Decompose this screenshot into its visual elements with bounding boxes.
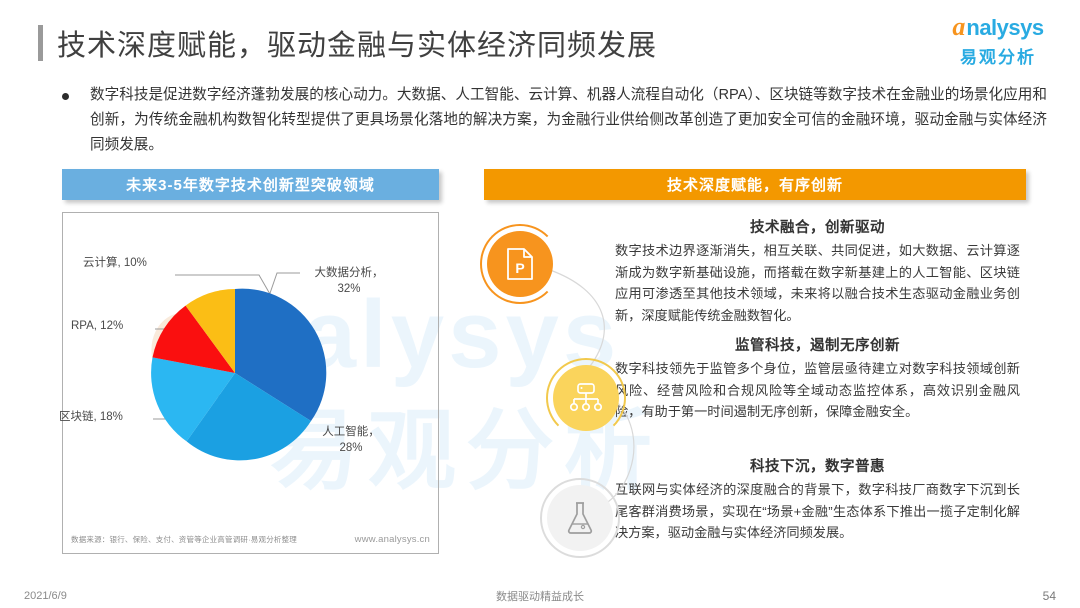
section-2-body: 数字科技领先于监管多个身位，监管层亟待建立对数字科技领域创新风险、经营风险和合规…	[615, 361, 1020, 419]
section-block-1: 技术融合，创新驱动 数字技术边界逐渐消失，相互关联、共同促进，如大数据、云计算逐…	[615, 216, 1020, 326]
pie-label-blockchain: 区块链, 18%	[59, 411, 123, 423]
chart-source-url: www.analysys.cn	[354, 534, 430, 545]
flask-glyph	[567, 502, 593, 534]
section-block-2: 监管科技，遏制无序创新 数字科技领先于监管多个身位，监管层亟待建立对数字科技领域…	[615, 334, 1020, 423]
page-title: 技术深度赋能，驱动金融与实体经济同频发展	[57, 30, 658, 62]
section-block-3: 科技下沉，数字普惠 互联网与实体经济的深度融合的背景下，数字科技厂商数字下沉到长…	[615, 455, 1020, 544]
section-3-heading: 科技下沉，数字普惠	[750, 459, 885, 475]
pie-label-ai: 人工智能， 28%	[322, 426, 380, 454]
bullet-dot-icon	[62, 93, 69, 100]
pie-slice-rpa	[152, 305, 235, 373]
icon-3-disc	[547, 485, 613, 551]
pie-chart-svg	[151, 272, 327, 461]
logo-name-cn: 易观分析	[960, 48, 1036, 67]
svg-text:P: P	[515, 260, 524, 276]
chart-source-note: 数据来源：银行、保险、支付、资管等企业高管调研·易观分析整理	[71, 535, 297, 544]
section-header-right: 技术深度赋能，有序创新	[484, 169, 1026, 200]
flask-icon	[540, 478, 620, 558]
analysys-logo: a nalysys 易观分析	[938, 14, 1058, 68]
pie-label-rpa: RPA, 12%	[71, 320, 124, 332]
pie-label-bigdata: 大数据分析， 32%	[314, 267, 384, 295]
pie-chart	[63, 213, 440, 555]
section-2-heading: 监管科技，遏制无序创新	[735, 338, 900, 354]
intro-bullet-text: 数字科技是促进数字经济蓬勃发展的核心动力。大数据、人工智能、云计算、机器人流程自…	[90, 87, 1047, 153]
icon-1-ring	[480, 224, 560, 304]
sitemap-glyph	[569, 383, 603, 412]
section-1-body: 数字技术边界逐渐消失，相互关联、共同促进，如大数据、云计算逐渐成为数字新基础设施…	[615, 243, 1020, 323]
leader-line-bigdata	[267, 272, 300, 300]
document-p-glyph: P	[507, 248, 533, 280]
pie-slice-blockchain	[151, 357, 235, 442]
section-3-body: 互联网与实体经济的深度融合的背景下，数字科技厂商数字下沉到长尾客群消费场景，实现…	[615, 482, 1020, 540]
page-header: 技术深度赋能，驱动金融与实体经济同频发展	[38, 22, 657, 64]
title-accent-bar	[38, 25, 43, 61]
sitemap-icon	[546, 358, 626, 438]
logo-mark-glyph: a	[952, 12, 966, 41]
section-header-left: 未来3-5年数字技术创新型突破领域	[62, 169, 439, 200]
chart-source-row: 数据来源：银行、保险、支付、资管等企业高管调研·易观分析整理 www.analy…	[71, 534, 430, 545]
pie-slice-bigdata	[235, 288, 327, 421]
footer-page-number: 54	[1042, 589, 1056, 603]
intro-bullet: 数字科技是促进数字经济蓬勃发展的核心动力。大数据、人工智能、云计算、机器人流程自…	[62, 83, 1047, 158]
logo-name-en: nalysys	[966, 15, 1044, 40]
icon-3-ring	[540, 478, 620, 558]
pie-slice-ai	[186, 373, 311, 461]
document-p-icon: P	[480, 224, 560, 304]
connector-1-2	[549, 269, 605, 371]
icon-2-ring	[546, 358, 626, 438]
section-1-heading: 技术融合，创新驱动	[750, 220, 885, 236]
footer-date: 2021/6/9	[24, 590, 67, 602]
pie-label-cloud: 云计算, 10%	[83, 257, 147, 269]
pie-chart-panel: 大数据分析， 32% 人工智能， 28% 区块链, 18% RPA, 12% 云…	[59, 212, 440, 555]
icon-2-disc	[553, 365, 619, 431]
icon-1-disc: P	[487, 231, 553, 297]
insight-sections: P 技术融合，创新驱动	[455, 210, 1045, 560]
pie-slice-cloud	[185, 289, 235, 373]
footer-tagline: 数据驱动精益成长	[496, 591, 584, 603]
